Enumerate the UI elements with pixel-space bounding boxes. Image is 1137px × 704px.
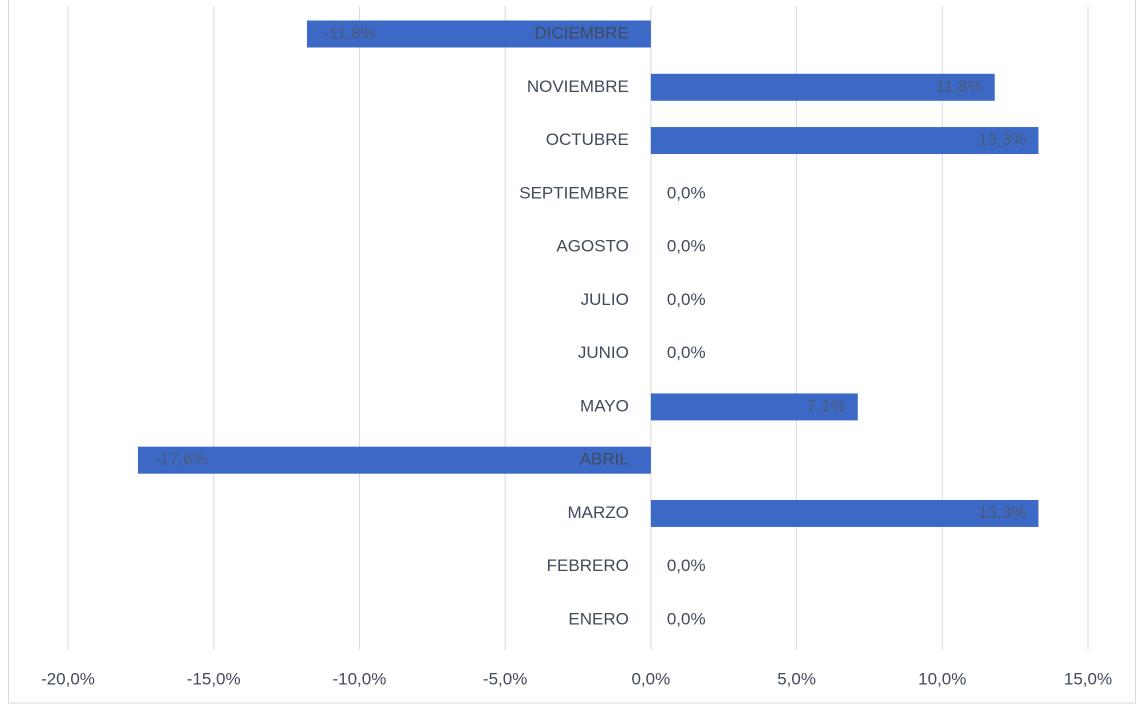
value-label: 0,0%: [667, 556, 706, 575]
category-label: NOVIEMBRE: [527, 77, 629, 96]
value-label: 0,0%: [667, 183, 706, 202]
x-tick-label: -20,0%: [41, 669, 95, 688]
value-label: 0,0%: [667, 609, 706, 628]
x-tick-label: 10,0%: [918, 669, 966, 688]
category-label: JULIO: [581, 290, 629, 309]
value-label: 13,3%: [978, 503, 1026, 522]
value-label: 0,0%: [667, 343, 706, 362]
x-tick-label: 5,0%: [777, 669, 816, 688]
bar: [137, 446, 651, 474]
x-tick-label: -15,0%: [187, 669, 241, 688]
value-label: 7,1%: [807, 396, 846, 415]
bar: [650, 127, 1039, 155]
chart-frame: [8, 0, 1136, 704]
x-tick-label: 0,0%: [631, 669, 670, 688]
category-label: ABRIL: [580, 450, 629, 469]
value-label: -17,6%: [154, 450, 208, 469]
bar: [306, 20, 651, 48]
bar: [650, 393, 858, 421]
category-label: AGOSTO: [556, 237, 628, 256]
x-tick-label: 15,0%: [1064, 669, 1112, 688]
value-label: 11,8%: [936, 77, 983, 96]
category-label: ENERO: [568, 609, 628, 628]
category-label: SEPTIEMBRE: [519, 183, 629, 202]
category-label: MARZO: [567, 503, 628, 522]
value-label: -11,8%: [323, 23, 376, 42]
category-label: OCTUBRE: [546, 130, 629, 149]
category-label: JUNIO: [578, 343, 629, 362]
x-tick-label: -5,0%: [483, 669, 527, 688]
x-tick-label: -10,0%: [332, 669, 386, 688]
value-label: 13,3%: [978, 130, 1026, 149]
bar: [650, 499, 1039, 527]
category-label: MAYO: [580, 396, 629, 415]
bar: [650, 73, 995, 101]
category-label: DICIEMBRE: [534, 23, 628, 42]
value-label: 0,0%: [667, 237, 706, 256]
category-label: FEBRERO: [547, 556, 629, 575]
value-label: 0,0%: [667, 290, 706, 309]
